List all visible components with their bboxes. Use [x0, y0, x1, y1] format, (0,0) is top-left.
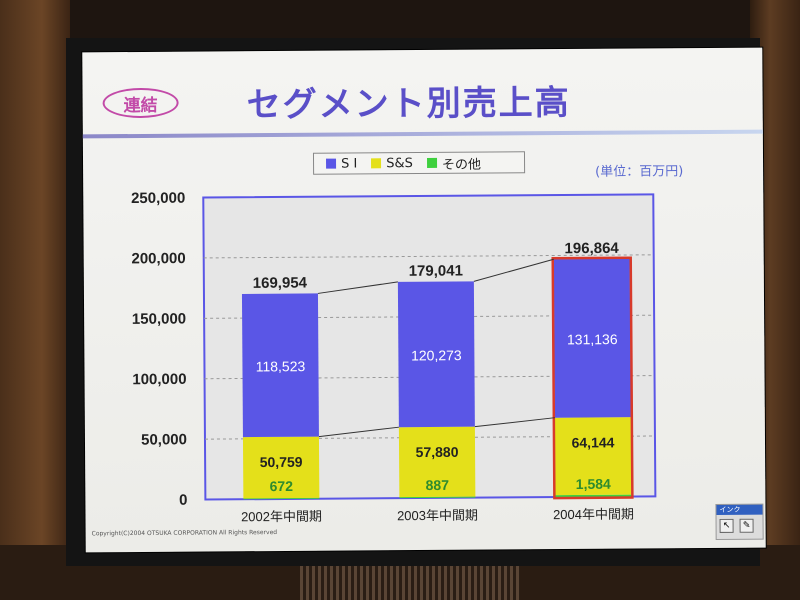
- total-label-2: 196,864: [564, 240, 619, 257]
- ss-label-2: 64,144: [572, 434, 615, 450]
- connector-top-0: [317, 281, 398, 294]
- ink-toolbar[interactable]: インク ↖ ✎: [715, 503, 764, 540]
- vent-grille: [300, 566, 520, 600]
- ink-toolbar-title: インク: [716, 504, 763, 515]
- other-label-1: 887: [426, 477, 450, 493]
- ss-label-0: 50,759: [260, 454, 303, 470]
- y-tick-label-3: 150,000: [132, 310, 186, 327]
- highlight-outline: [551, 256, 634, 500]
- pointer-arrow-icon[interactable]: ↖: [719, 518, 734, 533]
- si-label-2: 131,136: [567, 331, 618, 347]
- ss-label-1: 57,880: [416, 444, 459, 460]
- pen-icon[interactable]: ✎: [739, 518, 754, 533]
- x-tick-label-1: 2003年中間期: [397, 508, 478, 524]
- y-tick-label-2: 100,000: [132, 371, 186, 388]
- bar-other-1: [399, 496, 476, 499]
- bar-other-0: [243, 497, 320, 500]
- si-label-1: 120,273: [411, 347, 462, 363]
- si-label-0: 118,523: [256, 358, 306, 374]
- bar-si-2: [553, 258, 631, 418]
- connector-top-1: [473, 258, 554, 282]
- bar-ss-1: [398, 426, 476, 498]
- y-tick-label-1: 50,000: [141, 431, 187, 448]
- connector-ss-1: [474, 417, 555, 428]
- x-tick-label-2: 2004年中間期: [553, 507, 634, 523]
- room-ceiling: [0, 0, 800, 40]
- other-label-0: 672: [270, 478, 294, 494]
- copyright-text: Copyright(C)2004 OTSUKA CORPORATION All …: [91, 529, 278, 538]
- total-label-0: 169,954: [253, 275, 308, 292]
- segment-sales-chart: 0 50,000 100,000 150,000 200,000 250,000 169,9…: [131, 190, 657, 525]
- room-wall-left: [0, 0, 70, 600]
- bar-ss-0: [242, 436, 320, 499]
- y-tick-label-5: 250,000: [131, 190, 185, 207]
- gridline-4: [203, 254, 654, 259]
- other-label-2: 1,584: [576, 476, 611, 492]
- total-label-1: 179,041: [409, 262, 463, 279]
- bar-si-0: [241, 293, 319, 438]
- bar-ss-2: [554, 417, 632, 496]
- y-tick-label-0: 0: [179, 492, 187, 509]
- projected-slide: 連結 セグメント別売上高 S I S&S その他 (単位：百万円) 0 50,000 1…: [82, 47, 766, 553]
- y-tick-label-4: 200,000: [131, 250, 185, 267]
- x-tick-label-0: 2002年中間期: [241, 509, 322, 525]
- connector-ss-0: [318, 426, 399, 438]
- bar-si-1: [397, 281, 475, 428]
